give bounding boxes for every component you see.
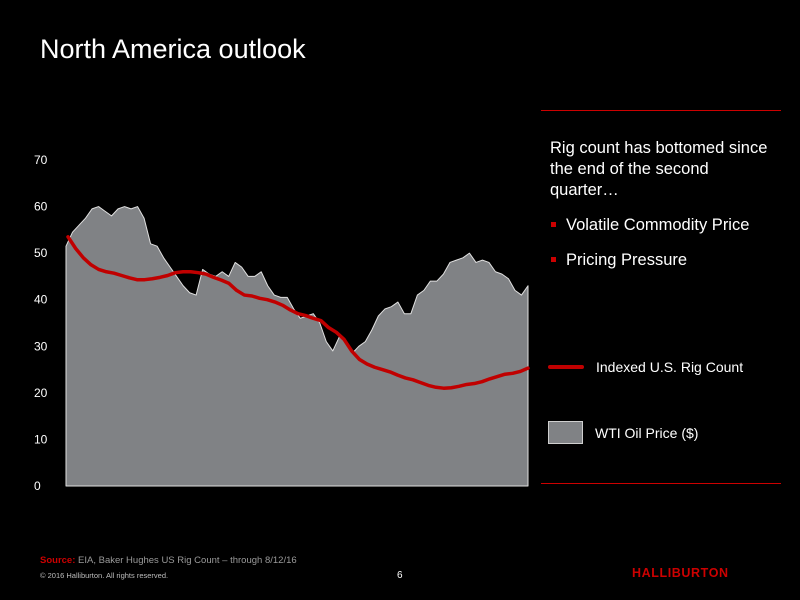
square-bullet-icon — [551, 257, 556, 262]
y-tick-label: 0 — [34, 479, 41, 493]
legend-area-swatch — [548, 421, 583, 444]
side-panel: Rig count has bottomed since the end of … — [550, 138, 782, 285]
copyright: © 2016 Halliburton. All rights reserved. — [40, 571, 169, 580]
legend-item-oil-price: WTI Oil Price ($) — [548, 421, 698, 444]
bullet-item: Pricing Pressure — [550, 250, 782, 270]
y-tick-label: 50 — [34, 246, 48, 260]
y-tick-label: 10 — [34, 432, 48, 446]
page-number: 6 — [397, 570, 403, 581]
y-tick-label: 40 — [34, 293, 48, 307]
bullet-item: Volatile Commodity Price — [550, 215, 782, 235]
legend-label: Indexed U.S. Rig Count — [596, 359, 744, 375]
source-key: Source: — [40, 555, 76, 566]
headline: Rig count has bottomed since the end of … — [550, 139, 768, 199]
bullet-text: Volatile Commodity Price — [566, 216, 750, 234]
legend-item-rig-count: Indexed U.S. Rig Count — [548, 359, 743, 375]
legend-label: WTI Oil Price ($) — [595, 424, 699, 441]
square-bullet-icon — [551, 222, 556, 227]
slide-title: North America outlook — [40, 34, 306, 64]
rig-count-line — [66, 235, 530, 390]
source-note: Source: EIA, Baker Hughes US Rig Count –… — [40, 555, 297, 566]
bullet-text: Pricing Pressure — [566, 251, 688, 269]
legend-line-swatch — [548, 365, 584, 369]
wti-oil-price-area — [65, 206, 529, 487]
divider-bottom — [541, 483, 781, 484]
y-tick-label: 30 — [34, 339, 48, 353]
source-text: EIA, Baker Hughes US Rig Count – through… — [75, 555, 297, 566]
y-tick-label: 20 — [34, 386, 48, 400]
halliburton-logo: HALLIBURTON — [632, 566, 729, 580]
bullet-list: Volatile Commodity Price Pricing Pressur… — [550, 215, 782, 270]
y-tick-label: 70 — [34, 153, 48, 167]
divider-top — [541, 110, 781, 111]
y-tick-label: 60 — [34, 200, 48, 214]
y-axis: 0 10 20 30 40 50 60 70 — [34, 153, 48, 493]
